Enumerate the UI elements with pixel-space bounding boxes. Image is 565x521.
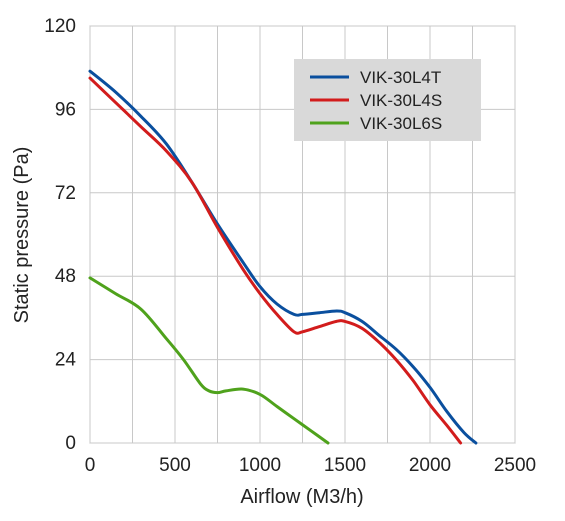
- y-tick-label: 0: [65, 433, 76, 454]
- y-tick-label: 120: [44, 16, 76, 37]
- y-tick-labels: 0 24 48 72 96 120: [44, 16, 76, 454]
- x-tick-label: 1000: [239, 455, 281, 476]
- legend-label: VIK-30L4S: [360, 91, 442, 110]
- y-tick-label: 24: [55, 350, 77, 371]
- legend-label: VIK-30L4T: [360, 68, 441, 87]
- series-line-vik-30l4s: [88, 76, 463, 445]
- series-line-vik-30l4t: [88, 69, 478, 445]
- legend: VIK-30L4T VIK-30L4S VIK-30L6S: [294, 59, 481, 141]
- x-axis-title: Airflow (M3/h): [240, 486, 363, 508]
- y-axis-title: Static pressure (Pa): [11, 147, 33, 324]
- series-lines: [88, 69, 478, 445]
- x-tick-label: 500: [159, 455, 191, 476]
- x-tick-labels: 0 500 1000 1500 2000 2500: [85, 455, 536, 476]
- y-tick-label: 96: [55, 99, 76, 120]
- x-tick-label: 0: [85, 455, 96, 476]
- x-tick-label: 1500: [324, 455, 366, 476]
- x-tick-label: 2500: [494, 455, 536, 476]
- y-tick-label: 72: [55, 183, 76, 204]
- legend-label: VIK-30L6S: [360, 114, 442, 133]
- series-line-vik-30l6s: [88, 276, 330, 445]
- x-tick-label: 2000: [409, 455, 451, 476]
- y-tick-label: 48: [55, 266, 76, 287]
